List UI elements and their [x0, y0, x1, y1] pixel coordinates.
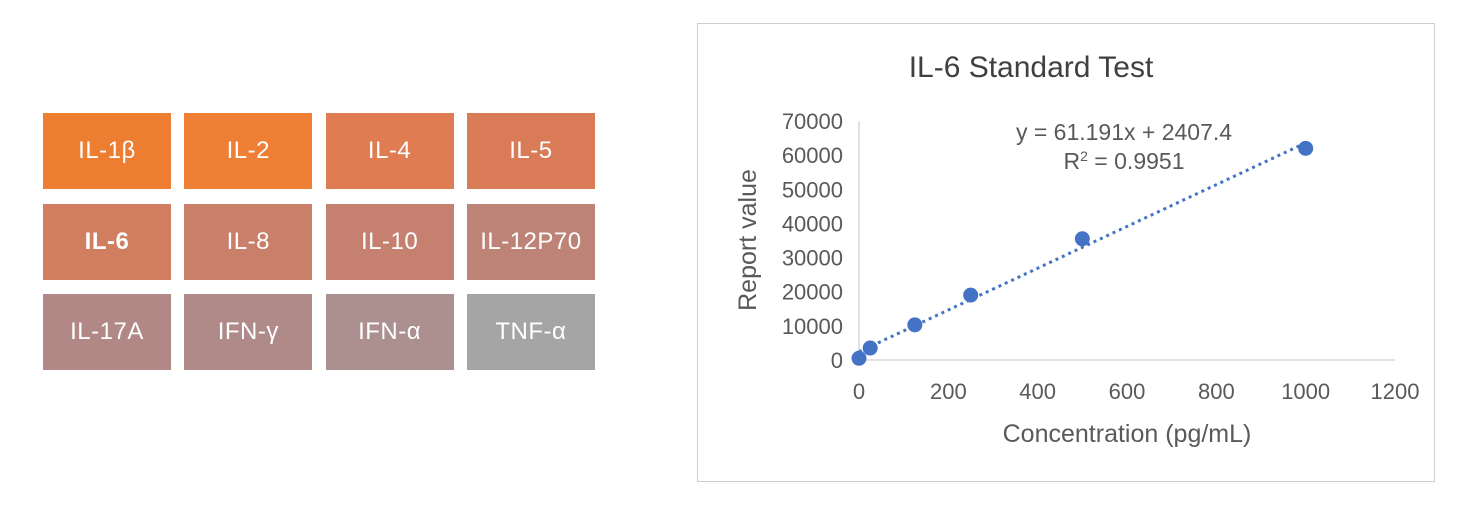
- scatter-chart: IL-6 Standard Test 010000200003000040000…: [734, 51, 1420, 448]
- cytokine-tile: IL-1β: [43, 113, 171, 189]
- chart-frame: IL-6 Standard Test 0 10000 20000 30000 40000…: [697, 23, 1435, 482]
- cytokine-grid: IL-1β IL-2 IL-4 IL-5 IL-6 IL-8 IL-10 IL-12P70 IL…: [43, 113, 595, 370]
- x-tick-label: 800: [1198, 379, 1235, 404]
- data-point: [1074, 231, 1090, 247]
- trendline-equation: y = 61.191x + 2407.4: [1016, 119, 1232, 145]
- data-point: [851, 350, 867, 366]
- cytokine-tile: IL-4: [325, 113, 454, 189]
- cytokine-tile: IL-5: [466, 113, 595, 189]
- cytokine-tile: IL-12P70: [466, 203, 595, 280]
- x-tick-label: 1200: [1371, 379, 1420, 404]
- y-tick-label: 50000: [782, 177, 843, 202]
- cytokine-tile: IL-2: [184, 113, 313, 189]
- x-tick-label: 1000: [1281, 379, 1330, 404]
- cytokine-tile: IFN-α: [325, 294, 454, 370]
- y-tick-label: 10000: [782, 314, 843, 339]
- x-tick-label: 200: [930, 379, 967, 404]
- y-tick-label: 60000: [782, 143, 843, 168]
- x-axis-label: Concentration (pg/mL): [1003, 420, 1252, 448]
- y-tick-label: 30000: [782, 246, 843, 271]
- x-tick-label: 400: [1019, 379, 1056, 404]
- r2-value: = 0.9951: [1088, 148, 1185, 174]
- cytokine-tile: IL-10: [325, 203, 454, 280]
- chart-title: IL-6 Standard Test: [909, 51, 1154, 84]
- r2-prefix: R: [1064, 148, 1081, 174]
- y-tick-label: 40000: [782, 211, 843, 236]
- trendline-r2: R2 = 0.9951: [1064, 148, 1185, 174]
- cytokine-tile: IFN-γ: [184, 294, 313, 370]
- y-axis-label: Report value: [734, 169, 762, 311]
- cytokine-tile: IL-8: [184, 203, 313, 280]
- r2-exponent: 2: [1080, 148, 1088, 164]
- x-tick-label: 600: [1109, 379, 1146, 404]
- data-point: [963, 287, 979, 303]
- y-tick-label: 70000: [782, 109, 843, 134]
- y-tick-label: 20000: [782, 280, 843, 305]
- cytokine-tile: TNF-α: [466, 294, 595, 370]
- data-point: [1298, 140, 1314, 156]
- cytokine-tile: IL-17A: [43, 294, 171, 370]
- cytokine-tile: IL-6: [43, 203, 171, 280]
- data-point: [862, 340, 878, 356]
- data-point: [907, 317, 923, 333]
- x-tick-label: 0: [853, 379, 865, 404]
- y-tick-label: 0: [831, 348, 843, 373]
- trendline: [858, 141, 1307, 354]
- chart-axes: [858, 121, 1395, 361]
